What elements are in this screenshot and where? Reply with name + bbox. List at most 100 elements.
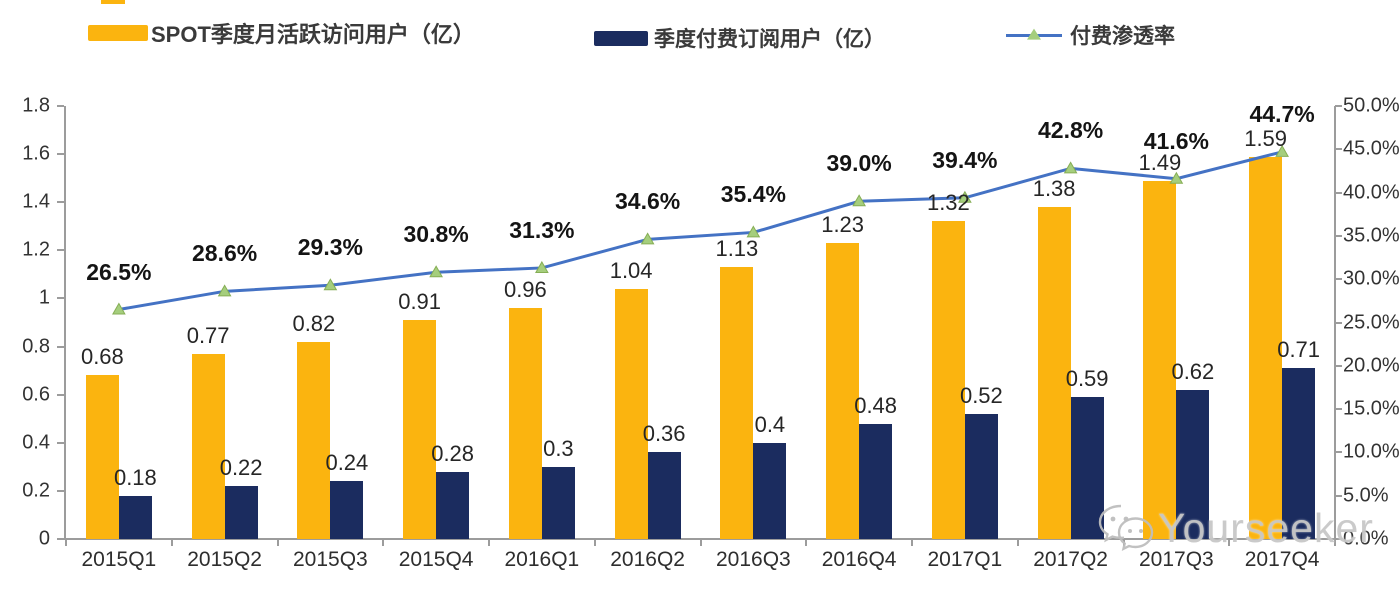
left-axis-tick-label: 0.2 [22, 479, 50, 502]
left-axis-tick [57, 489, 64, 492]
x-axis-tick [1016, 539, 1019, 546]
bar-mau [826, 243, 860, 539]
bar-label-subs: 0.24 [325, 450, 369, 476]
bar-label-subs: 0.22 [219, 455, 263, 481]
bar-label-subs: 0.18 [113, 464, 157, 490]
bar-mau [720, 267, 754, 539]
left-axis-tick-label: 1.2 [22, 238, 50, 261]
watermark-text: Yourseeker [1158, 504, 1374, 551]
legend-label-mau: SPOT季度月活跃访问用户（亿） [151, 22, 475, 47]
left-axis-tick-label: 0.4 [22, 431, 50, 454]
bar-label-mau: 0.82 [292, 310, 336, 336]
bar-label-subs: 0.28 [431, 440, 475, 466]
bar-label-subs: 0.52 [959, 382, 1003, 408]
bar-subs [647, 452, 681, 539]
right-axis-tick [1335, 538, 1342, 540]
x-axis-category-label: 2015Q2 [187, 548, 262, 571]
x-axis-tick [1334, 539, 1336, 546]
bar-subs [1282, 368, 1316, 539]
bar-mau [403, 320, 437, 539]
bar-subs [436, 471, 470, 539]
x-axis-category-label: 2016Q3 [716, 548, 791, 571]
penetration-label: 26.5% [86, 258, 152, 285]
bar-label-mau: 1.23 [821, 212, 865, 238]
left-axis-tick-label: 0.6 [22, 383, 50, 406]
bar-label-subs: 0.36 [642, 421, 686, 447]
left-axis-tick [57, 105, 64, 107]
right-axis-tick [1335, 278, 1342, 281]
x-axis-category-label: 2015Q3 [293, 548, 368, 571]
x-axis-category-label: 2017Q1 [927, 548, 1003, 571]
right-axis-tick [1335, 234, 1342, 237]
penetration-label: 39.4% [932, 146, 998, 173]
bar-mau [508, 308, 542, 539]
bar-label-subs: 0.71 [1277, 337, 1321, 363]
x-axis-tick [699, 539, 702, 546]
left-axis-tick [57, 297, 64, 300]
left-axis-tick [57, 393, 64, 396]
bar-subs [330, 481, 364, 539]
bar-label-mau: 1.32 [926, 190, 970, 216]
bar-label-subs: 0.4 [754, 411, 786, 437]
x-axis-tick [593, 539, 596, 546]
right-axis-tick-label: 15.0% [1343, 397, 1399, 420]
x-axis-category-label: 2016Q4 [821, 548, 897, 571]
penetration-label: 34.6% [615, 188, 681, 215]
right-axis-tick [1335, 191, 1342, 194]
bar-label-subs: 0.62 [1171, 358, 1215, 384]
right-axis-tick-label: 30.0% [1343, 267, 1399, 290]
x-axis-category-label: 2017Q2 [1033, 548, 1108, 571]
x-axis-category-label: 2015Q4 [398, 548, 474, 571]
right-axis-tick-label: 25.0% [1343, 311, 1399, 333]
bar-subs [1176, 389, 1210, 539]
line-swatch-icon [1006, 28, 1062, 40]
yellow-bar-swatch-icon [88, 25, 148, 41]
bar-label-mau: 1.38 [1032, 176, 1076, 202]
bar-label-mau: 1.13 [715, 236, 759, 262]
right-axis-tick [1335, 494, 1342, 497]
legend-item-penetration: 付费渗透率 [1006, 20, 1175, 50]
bar-label-mau: 1.04 [609, 257, 653, 283]
bar-subs [118, 495, 152, 539]
x-axis-category-label: 2017Q4 [1244, 548, 1320, 571]
penetration-label: 42.8% [1038, 117, 1104, 144]
top-edge-yellow-artifact [101, 0, 125, 4]
x-axis-tick [276, 539, 279, 546]
bar-mau [614, 288, 648, 539]
triangle-marker-icon [1027, 28, 1041, 40]
bar-subs [1070, 397, 1104, 539]
bar-mau [85, 375, 119, 539]
watermark: Yourseeker [1096, 500, 1374, 556]
right-axis-tick [1335, 321, 1342, 324]
left-axis-tick [57, 345, 64, 348]
legend-item-mau: SPOT季度月活跃访问用户（亿） [88, 17, 475, 49]
right-axis-tick-label: 10.0% [1343, 440, 1399, 463]
left-axis-tick [57, 441, 64, 444]
left-axis-tick [57, 538, 64, 540]
x-axis-tick [170, 539, 173, 546]
x-axis-category-label: 2017Q3 [1139, 548, 1214, 571]
x-axis-tick [1228, 539, 1231, 546]
x-axis-tick [911, 539, 913, 546]
penetration-label: 35.4% [720, 181, 786, 208]
bar-subs [964, 413, 998, 539]
right-axis-tick-label: 35.0% [1343, 224, 1399, 247]
penetration-label: 30.8% [403, 221, 469, 248]
left-axis-tick-label: 1.4 [22, 190, 50, 213]
penetration-label: 44.7% [1249, 100, 1315, 127]
penetration-label: 28.6% [192, 240, 258, 267]
left-axis-tick [57, 249, 64, 252]
bar-label-mau: 0.96 [503, 277, 547, 303]
legend-item-subs: 季度付费订阅用户（亿） [594, 23, 885, 53]
x-axis-tick [488, 539, 490, 546]
bar-subs [753, 442, 787, 539]
navy-bar-swatch-icon [594, 30, 648, 46]
x-axis-tick [382, 539, 385, 546]
bar-label-mau: 0.77 [186, 322, 230, 348]
right-axis-tick [1335, 451, 1342, 454]
bar-subs [859, 423, 893, 539]
legend-label-subs: 季度付费订阅用户（亿） [654, 28, 885, 51]
x-axis-category-label: 2015Q1 [81, 548, 157, 571]
